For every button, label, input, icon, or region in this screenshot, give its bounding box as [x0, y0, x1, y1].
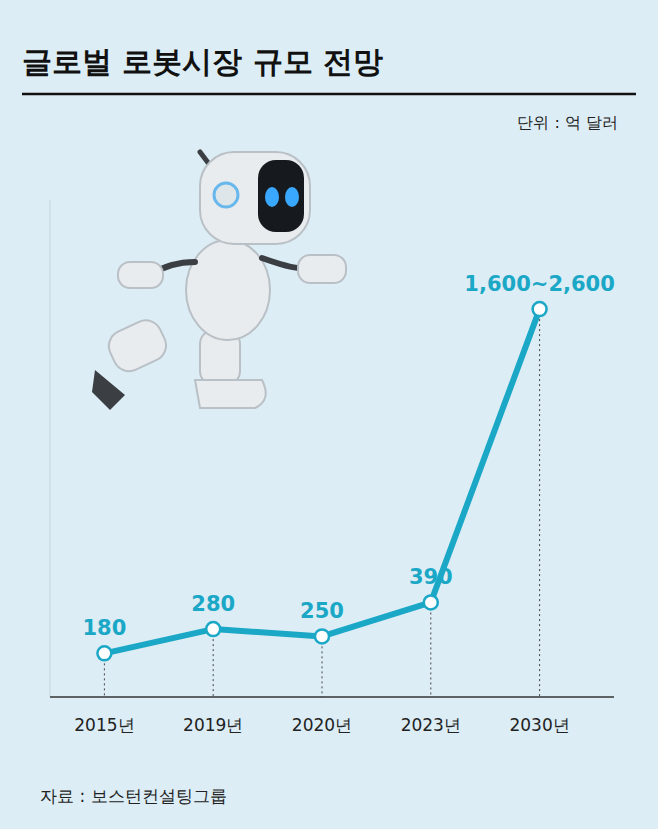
data-point: [206, 622, 220, 636]
data-point: [533, 302, 547, 316]
x-tick-label: 2020년: [292, 715, 352, 735]
chart: 글로벌 로봇시장 규모 전망단위 : 억 달러자료 : 보스턴컨설팅그룹 180 2…: [0, 0, 658, 829]
title: 글로벌 로봇시장 규모 전망: [22, 44, 383, 79]
robot-part: [200, 152, 310, 244]
y-axis: [50, 200, 51, 697]
robot-part: [262, 258, 300, 268]
data-point: [315, 629, 329, 643]
x-axis: [50, 696, 614, 698]
robot-part: [258, 160, 304, 232]
robot-part: [265, 187, 279, 207]
robot-part: [298, 255, 346, 283]
robot-part: [92, 370, 125, 410]
x-tick-label: 2015년: [74, 715, 134, 735]
robot-part: [104, 315, 172, 376]
background: [0, 0, 658, 829]
data-label: 180: [82, 616, 126, 640]
drop-line: [322, 636, 323, 697]
data-point: [97, 646, 111, 660]
title-rule: [22, 93, 636, 96]
robot-part: [285, 187, 299, 207]
unit-label: 단위 : 억 달러: [517, 113, 618, 132]
robot-part: [195, 380, 266, 408]
data-label: 1,600~2,600: [464, 272, 614, 296]
source: 자료 : 보스턴컨설팅그룹: [40, 786, 227, 806]
data-point: [424, 595, 438, 609]
x-tick-label: 2023년: [401, 715, 461, 735]
data-label: 280: [191, 592, 235, 616]
data-line: [104, 309, 539, 653]
x-tick-label: 2019년: [183, 715, 243, 735]
robot-illustration: [92, 152, 346, 410]
drop-line: [430, 602, 431, 697]
robot-part: [118, 262, 163, 288]
data-label: 390: [409, 565, 453, 589]
robot-part: [214, 183, 238, 207]
robot-part: [186, 240, 270, 340]
drop-line: [539, 309, 540, 697]
x-tick-label: 2030년: [509, 715, 569, 735]
plot-area: [97, 302, 546, 697]
page: {"chart_data": {"type": "line", "title":…: [0, 0, 658, 829]
drop-line: [213, 629, 214, 697]
data-label: 250: [300, 599, 344, 623]
